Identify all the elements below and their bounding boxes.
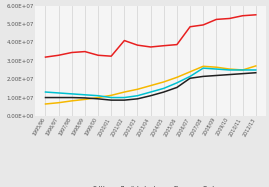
- Cattle: [254, 14, 257, 16]
- Sheep: [189, 75, 192, 78]
- Sheep: [57, 92, 60, 94]
- Goats: [189, 77, 192, 79]
- Goats: [123, 99, 126, 101]
- Goats: [215, 74, 218, 77]
- Predicted value: [149, 85, 152, 87]
- Sheep: [215, 68, 218, 70]
- Sheep: [70, 93, 73, 95]
- Predicted value: [97, 96, 100, 99]
- Sheep: [241, 69, 244, 71]
- Cattle: [149, 46, 152, 48]
- Sheep: [201, 67, 205, 69]
- Cattle: [97, 54, 100, 56]
- Predicted value: [254, 65, 257, 67]
- Cattle: [123, 39, 126, 42]
- Line: Goats: Goats: [45, 73, 256, 100]
- Predicted value: [83, 98, 87, 101]
- Goats: [175, 86, 179, 89]
- Sheep: [162, 87, 165, 90]
- Cattle: [162, 45, 165, 47]
- Goats: [228, 73, 231, 76]
- Goats: [109, 99, 113, 101]
- Cattle: [70, 51, 73, 54]
- Line: Sheep: Sheep: [45, 68, 256, 98]
- Sheep: [149, 91, 152, 93]
- Goats: [97, 98, 100, 100]
- Sheep: [83, 94, 87, 96]
- Cattle: [241, 15, 244, 17]
- Predicted value: [57, 102, 60, 104]
- Cattle: [215, 18, 218, 21]
- Cattle: [83, 50, 87, 53]
- Cattle: [189, 26, 192, 28]
- Sheep: [228, 69, 231, 71]
- Cattle: [109, 55, 113, 57]
- Goats: [83, 97, 87, 99]
- Predicted value: [123, 91, 126, 93]
- Cattle: [201, 24, 205, 26]
- Goats: [149, 95, 152, 97]
- Predicted value: [70, 100, 73, 102]
- Cattle: [44, 56, 47, 58]
- Sheep: [109, 96, 113, 99]
- Predicted value: [44, 103, 47, 105]
- Sheep: [123, 96, 126, 99]
- Cattle: [57, 54, 60, 56]
- Cattle: [228, 17, 231, 20]
- Cattle: [175, 43, 179, 46]
- Cattle: [136, 44, 139, 46]
- Predicted value: [241, 69, 244, 71]
- Goats: [44, 96, 47, 99]
- Line: Cattle: Cattle: [45, 15, 256, 57]
- Goats: [254, 72, 257, 74]
- Predicted value: [175, 76, 179, 79]
- Sheep: [136, 95, 139, 97]
- Predicted value: [189, 71, 192, 73]
- Sheep: [175, 82, 179, 84]
- Predicted value: [162, 81, 165, 83]
- Goats: [136, 98, 139, 100]
- Legend: Cattle, Predicted value, Sheep, Goats: Cattle, Predicted value, Sheep, Goats: [82, 183, 220, 187]
- Predicted value: [228, 68, 231, 70]
- Sheep: [44, 91, 47, 93]
- Predicted value: [201, 65, 205, 68]
- Goats: [162, 91, 165, 93]
- Predicted value: [136, 88, 139, 90]
- Predicted value: [215, 66, 218, 68]
- Predicted value: [109, 94, 113, 96]
- Goats: [57, 96, 60, 99]
- Sheep: [254, 69, 257, 71]
- Sheep: [97, 95, 100, 97]
- Goats: [201, 75, 205, 78]
- Goats: [70, 96, 73, 99]
- Goats: [241, 73, 244, 75]
- Line: Predicted value: Predicted value: [45, 66, 256, 104]
